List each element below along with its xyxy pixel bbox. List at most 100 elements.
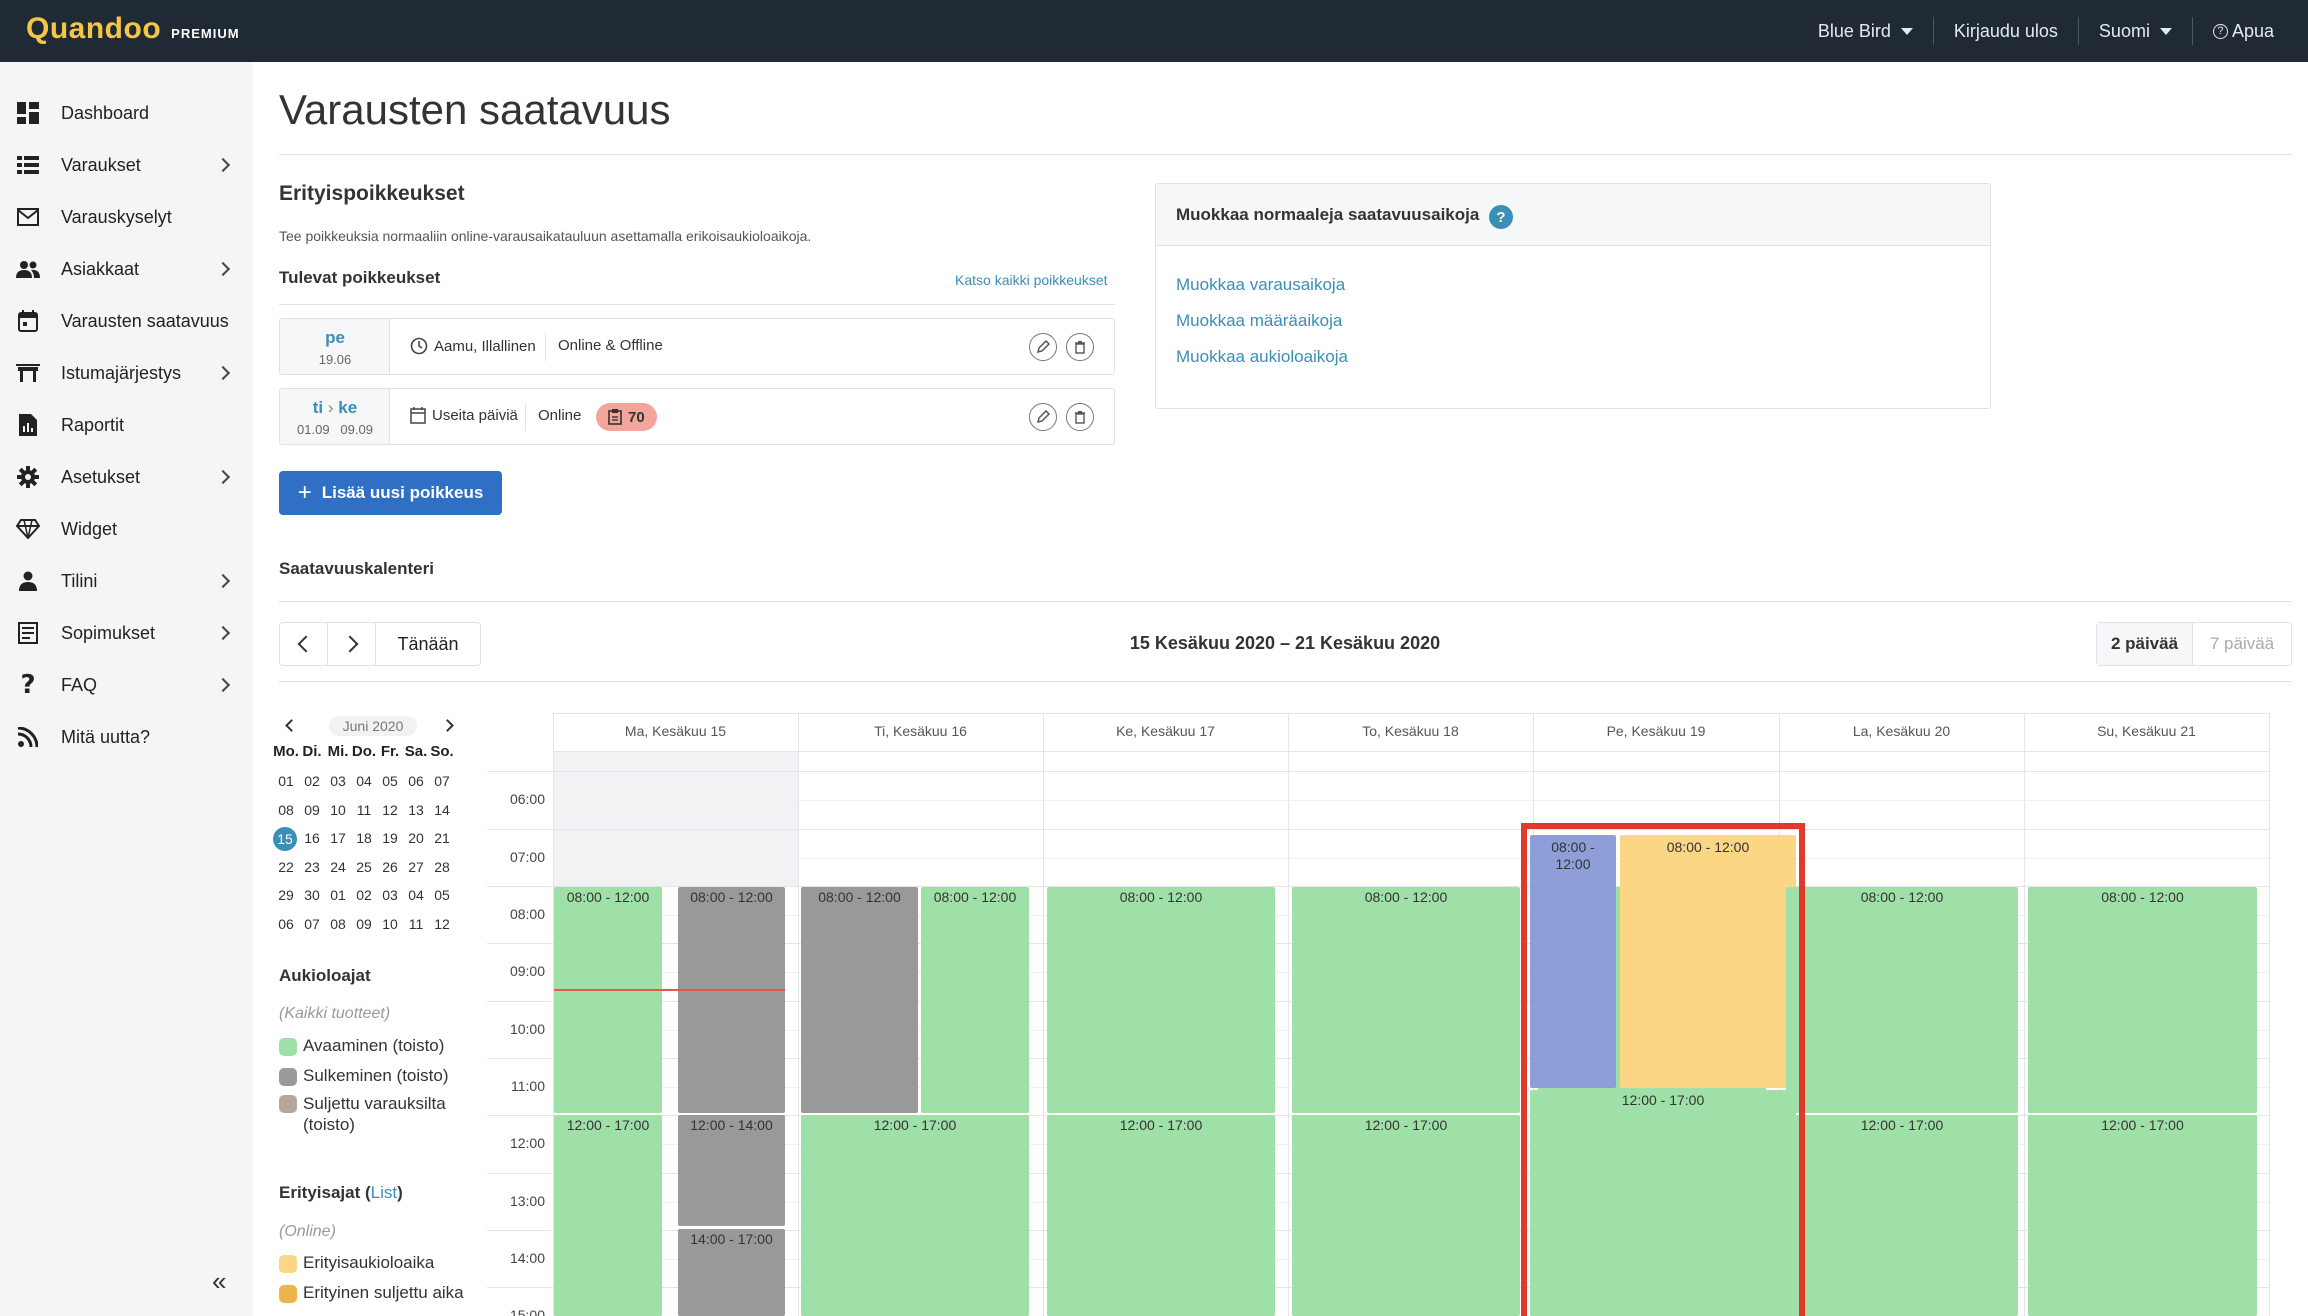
mini-calendar-day[interactable]: 08 bbox=[330, 915, 346, 932]
exception-row[interactable]: ti › ke 01.09 09.09 Useita päiviä Online… bbox=[279, 388, 1115, 445]
mini-calendar-day[interactable]: 09 bbox=[356, 915, 372, 932]
calendar-event-opening[interactable]: 08:00 - 12:00 bbox=[2028, 887, 2257, 1113]
mini-calendar-day[interactable]: 04 bbox=[356, 773, 372, 789]
calendar-day-header[interactable]: Ke, Kesäkuu 17 bbox=[1116, 723, 1215, 739]
sidebar-item-raportit[interactable]: Raportit bbox=[0, 399, 253, 451]
calendar-event-closing[interactable]: 14:00 - 17:00 bbox=[678, 1229, 785, 1316]
today-button[interactable]: Tänään bbox=[397, 633, 459, 654]
calendar-event-opening[interactable]: 12:00 - 17:00 bbox=[801, 1115, 1029, 1316]
mini-calendar-day[interactable]: 10 bbox=[330, 801, 346, 818]
sidebar-item-asetukset[interactable]: Asetukset bbox=[0, 451, 253, 503]
mini-calendar-day[interactable]: 08 bbox=[278, 801, 294, 818]
sidebar-item-dashboard[interactable]: Dashboard bbox=[0, 87, 253, 139]
sidebar-item-mita-uutta[interactable]: Mitä uutta? bbox=[0, 711, 253, 763]
mini-calendar-day[interactable]: 22 bbox=[278, 858, 294, 875]
mini-calendar-day[interactable]: 13 bbox=[408, 801, 424, 818]
edit-exception-button[interactable] bbox=[1029, 403, 1057, 431]
mini-calendar-day[interactable]: 21 bbox=[434, 830, 450, 846]
mini-calendar-day[interactable]: 10 bbox=[382, 915, 398, 932]
mini-calendar-day[interactable]: 29 bbox=[278, 887, 294, 903]
delete-exception-button[interactable] bbox=[1066, 333, 1094, 361]
next-week-button[interactable] bbox=[328, 623, 376, 665]
sidebar-collapse-button[interactable]: « bbox=[212, 1266, 227, 1296]
exception-row[interactable]: pe 19.06 Aamu, Illallinen Online & Offli… bbox=[279, 318, 1115, 375]
mini-calendar-day[interactable]: 24 bbox=[330, 858, 346, 875]
logout-link[interactable]: Kirjaudu ulos bbox=[1932, 17, 2078, 45]
edit-deadlines-link[interactable]: Muokkaa määräaikoja bbox=[1176, 311, 1343, 330]
mini-calendar-day[interactable]: 19 bbox=[382, 830, 398, 846]
mini-calendar-day[interactable]: 07 bbox=[304, 915, 320, 932]
mini-calendar-day[interactable]: 26 bbox=[382, 858, 398, 875]
mini-calendar-day-selected[interactable]: 15 bbox=[273, 827, 297, 851]
prev-week-button[interactable] bbox=[280, 623, 328, 665]
mini-calendar-day[interactable]: 27 bbox=[408, 858, 424, 875]
mini-calendar-day[interactable]: 25 bbox=[356, 858, 372, 875]
help-icon[interactable]: ? bbox=[1489, 205, 1513, 229]
edit-exception-button[interactable] bbox=[1029, 333, 1057, 361]
edit-reservation-times-link[interactable]: Muokkaa varausaikoja bbox=[1176, 275, 1346, 294]
mini-calendar-day[interactable]: 03 bbox=[330, 773, 346, 789]
mini-calendar-day[interactable]: 11 bbox=[408, 915, 424, 932]
mini-prev-month-icon[interactable] bbox=[285, 719, 298, 732]
sidebar-item-sopimukset[interactable]: Sopimukset bbox=[0, 607, 253, 659]
mini-calendar-day[interactable]: 05 bbox=[382, 773, 398, 789]
calendar-event-opening[interactable]: 08:00 - 12:00 bbox=[1292, 887, 1520, 1113]
delete-exception-button[interactable] bbox=[1066, 403, 1094, 431]
calendar-event-opening[interactable]: 12:00 - 17:00 bbox=[1047, 1115, 1275, 1316]
view-2-days-button[interactable]: 2 päivää bbox=[2097, 623, 2193, 665]
calendar-event-opening[interactable]: 12:00 - 17:00 bbox=[1292, 1115, 1520, 1316]
language-dropdown[interactable]: Suomi bbox=[2077, 17, 2192, 45]
sidebar-item-faq[interactable]: ? FAQ bbox=[0, 659, 253, 711]
restaurant-dropdown[interactable]: Blue Bird bbox=[1798, 17, 1933, 45]
calendar-event-opening[interactable]: 12:00 - 17:00 bbox=[2028, 1115, 2257, 1316]
see-all-exceptions-link[interactable]: Katso kaikki poikkeukset bbox=[955, 272, 1108, 288]
calendar-day-header[interactable]: Pe, Kesäkuu 19 bbox=[1606, 723, 1706, 739]
sidebar-item-asiakkaat[interactable]: Asiakkaat bbox=[0, 243, 253, 295]
mini-calendar-day[interactable]: 09 bbox=[304, 801, 320, 818]
sidebar-item-varaukset[interactable]: Varaukset bbox=[0, 139, 253, 191]
mini-calendar-day[interactable]: 20 bbox=[408, 830, 424, 846]
mini-calendar-month[interactable]: Juni 2020 bbox=[329, 716, 417, 736]
calendar-day-header[interactable]: La, Kesäkuu 20 bbox=[1852, 723, 1951, 739]
special-times-list-link[interactable]: List bbox=[370, 1183, 398, 1202]
calendar-day-header[interactable]: To, Kesäkuu 18 bbox=[1362, 723, 1459, 739]
brand-logo[interactable]: Quandoo PREMIUM bbox=[26, 12, 240, 46]
calendar-event-opening[interactable]: 12:00 - 17:00 bbox=[1786, 1115, 2018, 1316]
calendar-event-opening[interactable]: 08:00 - 12:00 bbox=[1047, 887, 1275, 1113]
mini-calendar-day[interactable]: 18 bbox=[356, 830, 372, 846]
mini-calendar-day[interactable]: 06 bbox=[408, 773, 424, 789]
mini-calendar-day[interactable]: 12 bbox=[434, 915, 450, 932]
sidebar-item-tilini[interactable]: Tilini bbox=[0, 555, 253, 607]
mini-calendar-day[interactable]: 11 bbox=[356, 801, 372, 818]
mini-calendar-day[interactable]: 06 bbox=[278, 915, 294, 932]
calendar-event-opening[interactable]: 08:00 - 12:00 bbox=[554, 887, 662, 1113]
mini-calendar-day[interactable]: 14 bbox=[434, 801, 450, 818]
mini-calendar-day[interactable]: 07 bbox=[434, 773, 450, 789]
add-exception-button[interactable]: + Lisää uusi poikkeus bbox=[279, 471, 502, 515]
mini-calendar-day[interactable]: 17 bbox=[330, 830, 346, 846]
calendar-event-opening[interactable]: 12:00 - 17:00 bbox=[554, 1115, 662, 1316]
mini-calendar-day[interactable]: 28 bbox=[434, 858, 450, 875]
mini-calendar-day[interactable]: 23 bbox=[304, 858, 320, 875]
calendar-event-special-opening[interactable]: 08:00 - 12:00 bbox=[1620, 835, 1796, 1088]
mini-calendar-day[interactable]: 04 bbox=[408, 887, 424, 903]
mini-calendar-day[interactable]: 02 bbox=[304, 773, 320, 789]
reservation-count-badge[interactable]: 70 bbox=[596, 403, 657, 431]
mini-calendar-day[interactable]: 01 bbox=[278, 773, 294, 789]
mini-calendar-day[interactable]: 01 bbox=[330, 887, 346, 903]
mini-calendar-day[interactable]: 16 bbox=[304, 830, 320, 846]
view-7-days-button[interactable]: 7 päivää bbox=[2209, 634, 2275, 653]
calendar-day-header[interactable]: Su, Kesäkuu 21 bbox=[2097, 723, 2196, 739]
sidebar-item-widget[interactable]: Widget bbox=[0, 503, 253, 555]
calendar-event-closing[interactable]: 08:00 - 12:00 bbox=[801, 887, 918, 1113]
calendar-day-header[interactable]: Ti, Kesäkuu 16 bbox=[874, 723, 967, 739]
sidebar-item-varauskyselyt[interactable]: Varauskyselyt bbox=[0, 191, 253, 243]
edit-opening-hours-link[interactable]: Muokkaa aukioloaikoja bbox=[1176, 347, 1348, 366]
mini-calendar-day[interactable]: 30 bbox=[304, 887, 320, 903]
sidebar-item-varausten-saatavuus[interactable]: Varausten saatavuus bbox=[0, 295, 253, 347]
calendar-event-opening[interactable]: 08:00 - 12:00 bbox=[1786, 887, 2018, 1113]
calendar-event-exception[interactable]: 08:00 -12:00 bbox=[1530, 835, 1616, 1088]
calendar-event-opening[interactable]: 12:00 - 17:00 bbox=[1530, 1090, 1796, 1316]
help-link[interactable]: ? Apua bbox=[2191, 17, 2294, 45]
calendar-event-closing[interactable]: 08:00 - 12:00 bbox=[678, 887, 785, 1113]
